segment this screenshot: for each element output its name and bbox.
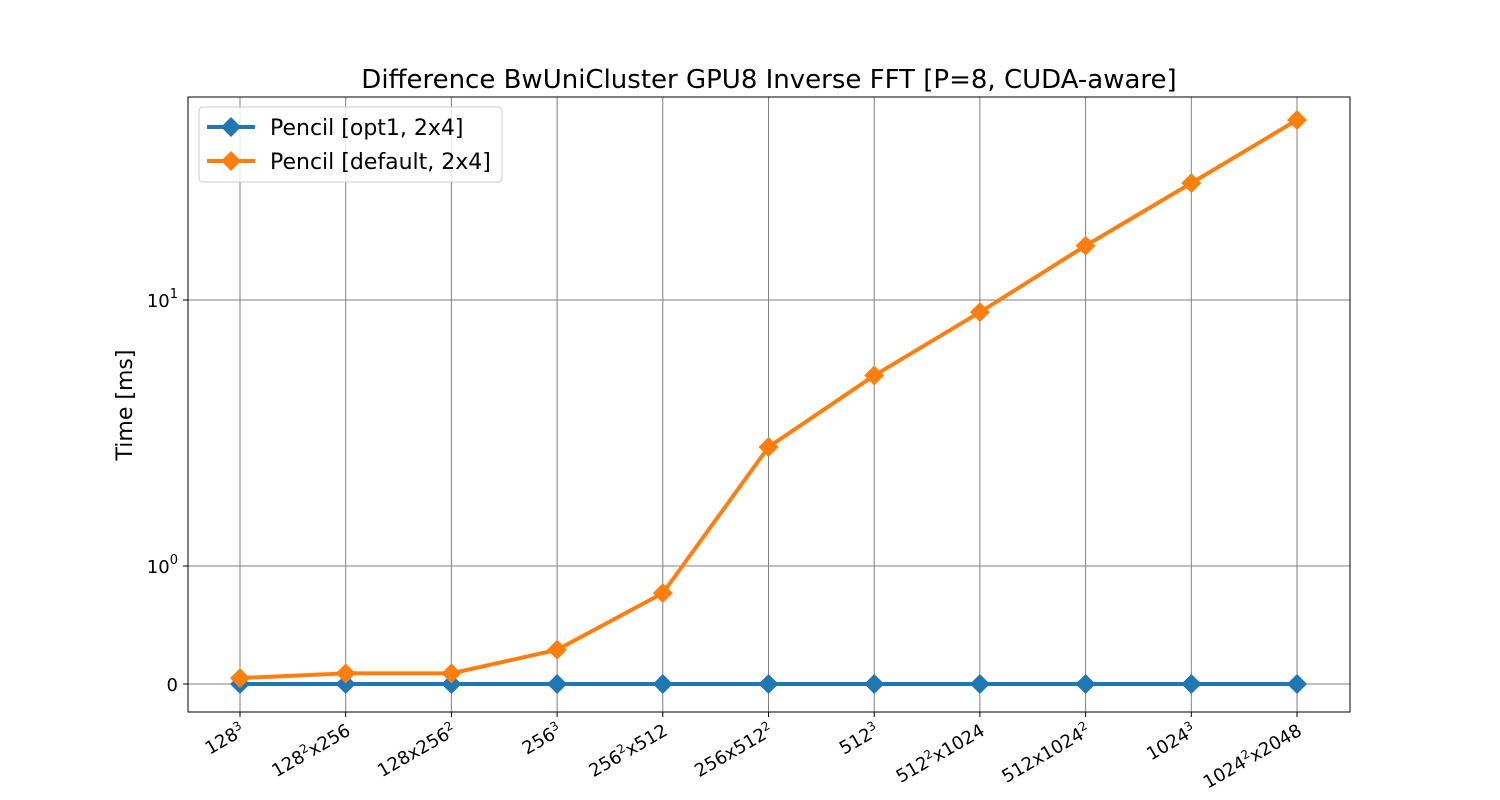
- data-point: [758, 674, 779, 694]
- series-1: [230, 109, 1307, 689]
- legend-swatch-marker: [221, 151, 241, 171]
- y-tick-label-exp: 1: [170, 287, 178, 302]
- x-tick-label: 10242x2048: [1199, 718, 1306, 793]
- x-tick-label: 5122x1024: [892, 718, 989, 787]
- x-axis: 1283 1282x256 128x2562 2563 2562x512 256x5122…: [201, 712, 1306, 793]
- y-tick-label-base: 10: [147, 291, 170, 312]
- data-point: [1075, 235, 1096, 256]
- x-tick-label: 1283: [201, 718, 249, 759]
- data-point: [652, 583, 673, 604]
- grid: [188, 97, 1350, 712]
- x-tick-label: 2562x512: [584, 718, 671, 781]
- data-point: [1287, 674, 1307, 694]
- legend: Pencil [opt1, 2x4] Pencil [default, 2x4]: [198, 106, 503, 183]
- x-tick-label-tail: x2048: [1246, 720, 1305, 766]
- data-point: [441, 663, 462, 684]
- data-point: [1075, 674, 1096, 694]
- data-point: [1181, 173, 1202, 194]
- data-point: [335, 663, 356, 684]
- x-tick-label: 256x5122: [690, 718, 777, 781]
- x-tick-label: 5123: [835, 718, 883, 759]
- y-tick-label-base: 10: [147, 557, 170, 578]
- y-tick-label-exp: 0: [170, 553, 178, 568]
- y-axis-label: Time [ms]: [113, 350, 138, 462]
- data-point: [547, 674, 568, 694]
- x-tick-label: 512x10242: [997, 718, 1094, 787]
- series-layer: [230, 109, 1307, 694]
- data-point: [1287, 109, 1307, 130]
- data-point: [864, 365, 885, 386]
- y-tick-label: 101: [147, 287, 178, 312]
- x-tick-label-tail: x512: [622, 720, 671, 761]
- data-point: [969, 302, 990, 323]
- x-tick-label-base: 256x512: [691, 724, 770, 782]
- x-tick-label-tail: x1024: [929, 720, 988, 766]
- data-point: [441, 674, 462, 694]
- data-point: [1181, 674, 1202, 694]
- data-point: [230, 668, 250, 689]
- y-tick-label: 100: [147, 553, 178, 578]
- data-point: [652, 674, 673, 694]
- data-point: [758, 437, 779, 458]
- legend-swatch-marker: [221, 117, 241, 137]
- y-tick-label-base: 0: [167, 675, 178, 696]
- x-tick-label: 10243: [1142, 718, 1200, 765]
- data-point: [547, 639, 568, 660]
- data-point: [864, 674, 885, 694]
- x-tick-label-tail: x256: [305, 720, 354, 761]
- legend-label: Pencil [opt1, 2x4]: [270, 116, 464, 141]
- legend-label: Pencil [default, 2x4]: [270, 150, 491, 175]
- x-tick-label: 128x2562: [373, 718, 460, 781]
- data-point: [335, 674, 356, 694]
- series-0: [230, 674, 1307, 694]
- y-tick-label: 0: [167, 675, 178, 696]
- chart-title: Difference BwUniCluster GPU8 Inverse FFT…: [361, 65, 1176, 95]
- x-tick-label: 2563: [518, 718, 566, 759]
- legend-box: [198, 106, 503, 183]
- x-tick-label-base: 512x1024: [998, 724, 1087, 788]
- data-point: [969, 674, 990, 694]
- x-tick-label-base: 128x256: [374, 724, 453, 782]
- x-tick-label: 1282x256: [267, 718, 354, 781]
